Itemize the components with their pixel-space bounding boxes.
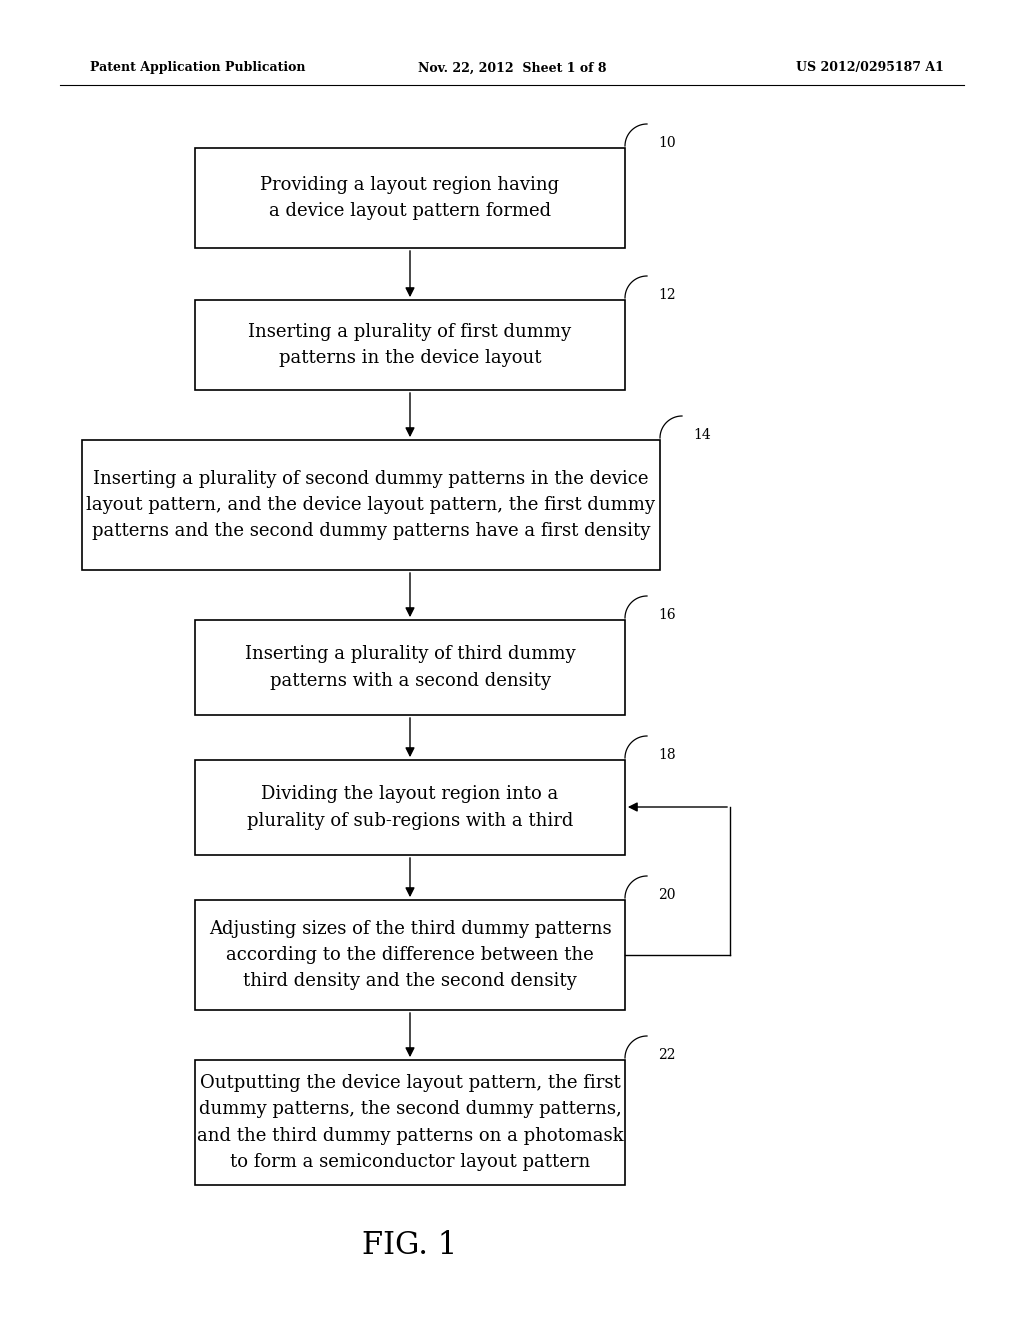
Text: Providing a layout region having
a device layout pattern formed: Providing a layout region having a devic… [260, 176, 559, 220]
Text: Outputting the device layout pattern, the first
dummy patterns, the second dummy: Outputting the device layout pattern, th… [197, 1074, 624, 1171]
Text: Patent Application Publication: Patent Application Publication [90, 62, 305, 74]
Text: 18: 18 [658, 748, 676, 762]
Text: 10: 10 [658, 136, 676, 150]
Text: 16: 16 [658, 609, 676, 622]
Text: 14: 14 [693, 428, 711, 442]
Bar [195, 760, 625, 855]
Text: Adjusting sizes of the third dummy patterns
according to the difference between : Adjusting sizes of the third dummy patte… [209, 920, 611, 990]
Bar [195, 900, 625, 1010]
Bar [195, 1060, 625, 1185]
Text: Inserting a plurality of first dummy
patterns in the device layout: Inserting a plurality of first dummy pat… [249, 323, 571, 367]
Text: 12: 12 [658, 288, 676, 302]
Text: 22: 22 [658, 1048, 676, 1063]
Bar [195, 148, 625, 248]
Bar [195, 620, 625, 715]
Text: Dividing the layout region into a
plurality of sub-regions with a third: Dividing the layout region into a plural… [247, 785, 573, 830]
Text: Inserting a plurality of third dummy
patterns with a second density: Inserting a plurality of third dummy pat… [245, 645, 575, 689]
Text: Nov. 22, 2012  Sheet 1 of 8: Nov. 22, 2012 Sheet 1 of 8 [418, 62, 606, 74]
Bar [195, 300, 625, 389]
Text: 20: 20 [658, 888, 676, 902]
Text: FIG. 1: FIG. 1 [362, 1229, 458, 1261]
Text: US 2012/0295187 A1: US 2012/0295187 A1 [796, 62, 944, 74]
Bar [82, 440, 660, 570]
Text: Inserting a plurality of second dummy patterns in the device
layout pattern, and: Inserting a plurality of second dummy pa… [86, 470, 655, 540]
